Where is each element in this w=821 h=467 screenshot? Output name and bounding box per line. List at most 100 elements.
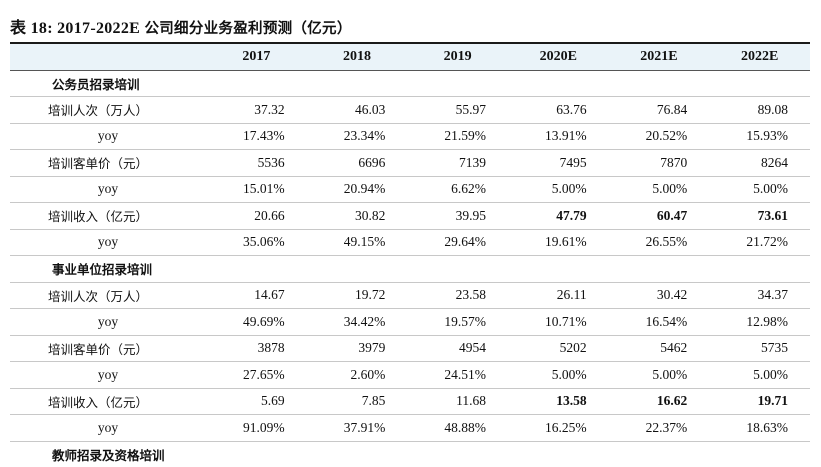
row-label: 培训人次（万人） bbox=[10, 96, 206, 123]
table-cell: 20.52% bbox=[608, 122, 710, 150]
column-header: 2017 bbox=[242, 48, 271, 64]
forecast-table: 2017 2018 2019 2020E 2021E 2022E 公务员招录培训… bbox=[10, 44, 810, 467]
column-header: 2019 bbox=[443, 48, 472, 64]
table-row: yoy 49.69% 34.42% 19.57% 10.71% 16.54% 1… bbox=[10, 308, 810, 335]
table-cell: 20.66 bbox=[206, 202, 307, 229]
table-cell: 21.59% bbox=[407, 122, 508, 150]
table-cell: 5.00% bbox=[507, 175, 609, 203]
table-cell: 23.58 bbox=[407, 281, 508, 309]
table-row: yoy 91.09% 37.91% 48.88% 16.25% 22.37% 1… bbox=[10, 414, 810, 441]
table-cell: 16.25% bbox=[507, 414, 609, 441]
table-cell: 22.37% bbox=[608, 414, 710, 441]
empty-cell bbox=[507, 255, 609, 282]
row-label: 培训人次（万人） bbox=[10, 281, 206, 309]
table-cell: 5.00% bbox=[709, 175, 810, 203]
table-cell: 21.72% bbox=[709, 228, 810, 256]
table-cell: 4954 bbox=[407, 334, 508, 362]
title-prefix: 表 18: 2017-2022E bbox=[10, 20, 145, 37]
title-suffix: 公司细分业务盈利预测（亿元） bbox=[144, 21, 352, 37]
empty-cell bbox=[206, 69, 307, 97]
column-header: 2021E bbox=[640, 48, 678, 64]
table-cell: 7870 bbox=[608, 149, 710, 176]
table-cell: 10.71% bbox=[507, 308, 609, 335]
table-cell: 29.64% bbox=[407, 228, 508, 256]
table-row: 培训人次（万人） 37.32 46.03 55.97 63.76 76.84 8… bbox=[10, 96, 810, 123]
table-cell: 5.00% bbox=[608, 175, 710, 203]
table-cell: 89.08 bbox=[709, 96, 810, 123]
table-cell: 15.01% bbox=[206, 175, 307, 203]
column-header: 2018 bbox=[342, 48, 371, 64]
table-cell: 46.03 bbox=[306, 96, 408, 123]
table-row: yoy 27.65% 2.60% 24.51% 5.00% 5.00% 5.00… bbox=[10, 361, 810, 388]
table-cell: 15.93% bbox=[709, 122, 810, 150]
table-cell: 24.51% bbox=[407, 361, 508, 388]
table-cell: 8264 bbox=[709, 149, 810, 176]
table-cell: 26.55% bbox=[608, 228, 710, 256]
empty-cell bbox=[407, 255, 508, 282]
table-cell: 27.65% bbox=[206, 361, 307, 388]
empty-cell bbox=[306, 255, 408, 282]
row-label: 培训客单价（元） bbox=[10, 334, 206, 362]
table-cell: 34.42% bbox=[306, 308, 408, 335]
empty-cell bbox=[407, 69, 508, 97]
title-rule bbox=[10, 42, 810, 44]
table-cell: 55.97 bbox=[407, 96, 508, 123]
table-cell: 17.43% bbox=[206, 122, 307, 150]
table-cell: 37.32 bbox=[206, 96, 307, 123]
table-cell: 6696 bbox=[306, 149, 408, 176]
section-label: 事业单位招录培训 bbox=[10, 255, 206, 282]
table-cell: 5.69 bbox=[206, 387, 307, 415]
table-row: 培训人次（万人） 14.67 19.72 23.58 26.11 30.42 3… bbox=[10, 281, 810, 309]
empty-cell bbox=[507, 440, 609, 467]
column-header: 2022E bbox=[740, 48, 779, 64]
empty-cell bbox=[206, 440, 307, 467]
table-cell: 63.76 bbox=[507, 96, 609, 123]
empty-cell bbox=[608, 69, 710, 97]
table-cell: 18.63% bbox=[709, 414, 810, 441]
table-cell: 60.47 bbox=[608, 202, 710, 229]
empty-cell bbox=[306, 69, 408, 97]
table-cell: 5.00% bbox=[507, 361, 609, 388]
table-cell: 2.60% bbox=[306, 361, 408, 388]
table-row: 培训客单价（元） 3878 3979 4954 5202 5462 5735 bbox=[10, 334, 810, 362]
row-label: yoy bbox=[10, 414, 206, 441]
row-label: 培训收入（亿元） bbox=[10, 202, 206, 229]
table-cell: 19.72 bbox=[306, 281, 408, 309]
table-cell: 6.62% bbox=[407, 175, 508, 203]
table-cell: 5.00% bbox=[608, 361, 710, 388]
table-row: 培训收入（亿元） 20.66 30.82 39.95 47.79 60.47 7… bbox=[10, 202, 810, 229]
row-label: yoy bbox=[10, 122, 206, 150]
column-header: 2020E bbox=[539, 48, 577, 64]
table-cell: 49.69% bbox=[206, 308, 307, 335]
row-label: yoy bbox=[10, 308, 206, 335]
section-row: 事业单位招录培训 bbox=[10, 255, 810, 282]
table-cell: 12.98% bbox=[709, 308, 810, 335]
header-blank-cell bbox=[10, 44, 206, 70]
section-row: 教师招录及资格培训 bbox=[10, 440, 810, 467]
table-cell: 11.68 bbox=[407, 387, 508, 415]
table-cell: 76.84 bbox=[608, 96, 710, 123]
table-row: 培训收入（亿元） 5.69 7.85 11.68 13.58 16.62 19.… bbox=[10, 387, 810, 415]
row-label: yoy bbox=[10, 361, 206, 388]
table-cell: 13.91% bbox=[507, 122, 609, 150]
table-cell: 26.11 bbox=[507, 281, 609, 309]
table-cell: 39.95 bbox=[407, 202, 508, 229]
table-cell: 30.82 bbox=[306, 202, 408, 229]
table-cell: 5735 bbox=[709, 334, 810, 362]
table-cell: 73.61 bbox=[709, 202, 810, 229]
table-title: 表 18: 2017-2022E 公司细分业务盈利预测（亿元） bbox=[10, 14, 352, 38]
empty-cell bbox=[608, 440, 710, 467]
table-cell: 19.61% bbox=[507, 228, 609, 256]
row-label: 培训客单价（元） bbox=[10, 149, 206, 176]
table-cell: 3878 bbox=[206, 334, 307, 362]
header-row: 2017 2018 2019 2020E 2021E 2022E bbox=[10, 44, 810, 70]
table-cell: 35.06% bbox=[206, 228, 307, 256]
table-cell: 48.88% bbox=[407, 414, 508, 441]
table-cell: 34.37 bbox=[709, 281, 810, 309]
table-cell: 5202 bbox=[507, 334, 609, 362]
empty-cell bbox=[608, 255, 710, 282]
table-cell: 19.57% bbox=[407, 308, 508, 335]
empty-cell bbox=[306, 440, 408, 467]
section-label: 公务员招录培训 bbox=[10, 69, 206, 97]
table-cell: 47.79 bbox=[507, 202, 609, 229]
